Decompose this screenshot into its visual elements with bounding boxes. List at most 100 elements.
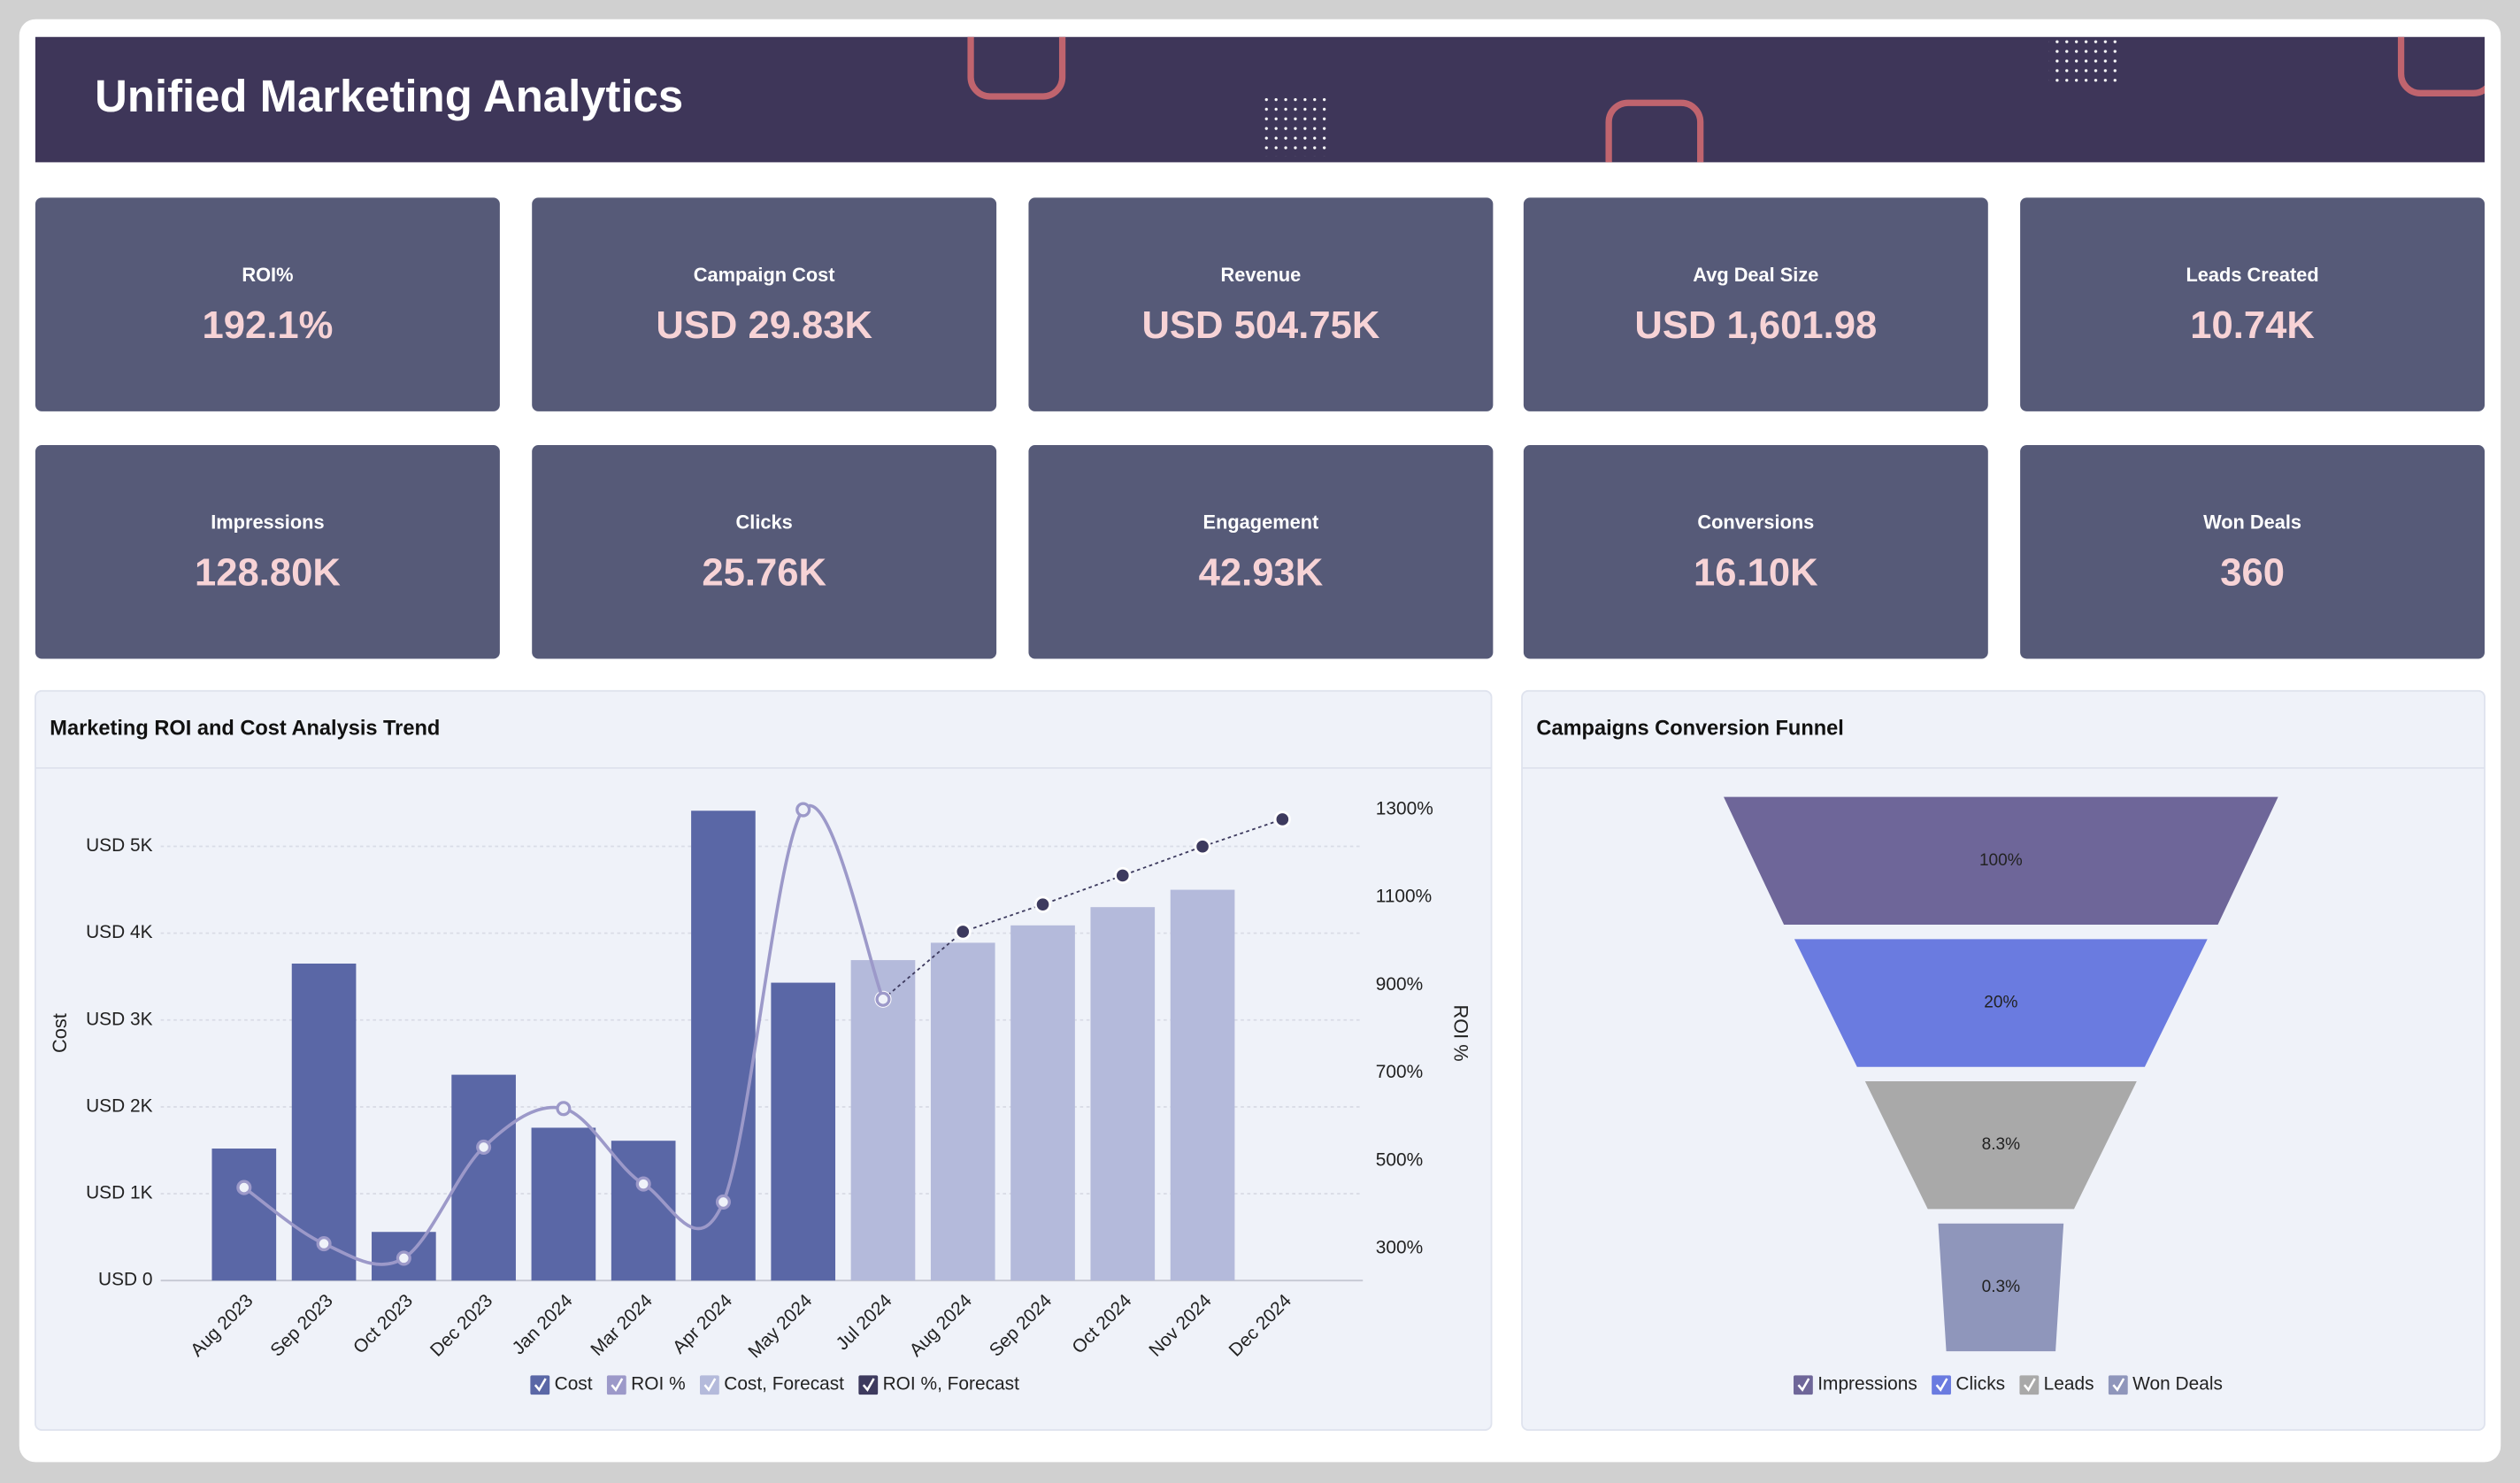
y2-axis-title: ROI % [1449, 1004, 1471, 1061]
point [1114, 866, 1132, 884]
y2-tick-label: 900% [1376, 974, 1423, 995]
legend-label: Cost, Forecast [724, 1374, 844, 1395]
legend-check [2023, 1378, 2036, 1392]
y2-tick-label: 1100% [1376, 887, 1432, 907]
kpi-label: Conversions [1697, 511, 1814, 534]
kpi-label: Campaign Cost [694, 264, 835, 286]
y-tick-label: USD 1K [86, 1183, 152, 1203]
funnel-label: 0.3% [1982, 1278, 2020, 1296]
point [316, 1236, 332, 1252]
legend-swatch [606, 1375, 626, 1395]
point [236, 1179, 252, 1195]
bar [531, 1127, 596, 1281]
point [875, 991, 891, 1007]
legend-label: Cost [555, 1374, 593, 1395]
kpi-value: 192.1% [203, 304, 334, 347]
legend-check [611, 1378, 624, 1392]
legend-swatch [1932, 1375, 1951, 1395]
kpi-label: Engagement [1203, 511, 1319, 534]
kpi-value: USD 29.83K [656, 304, 872, 347]
bar [691, 811, 756, 1281]
bar [930, 942, 995, 1281]
point [476, 1139, 492, 1155]
kpi-value: 128.80K [195, 552, 341, 595]
decor-dots [2048, 36, 2120, 82]
legend-label: ROI % [631, 1374, 685, 1395]
point [715, 1194, 731, 1210]
kpi-card [1028, 197, 1494, 411]
legend-check [703, 1378, 717, 1392]
decor [2397, 36, 2485, 96]
y-axis-title: Cost [49, 1013, 71, 1053]
kpi-value: USD 504.75K [1141, 304, 1379, 347]
chart-title: Marketing ROI and Cost Analysis Trend [50, 718, 440, 741]
kpi-value: 42.93K [1199, 552, 1324, 595]
kpi-label: Won Deals [2203, 511, 2301, 534]
header: Unified Marketing Analytics [35, 36, 2485, 163]
bar [1010, 925, 1075, 1281]
legend-check [2112, 1378, 2125, 1392]
point [556, 1101, 572, 1117]
kpi-value: 16.10K [1694, 552, 1818, 595]
decor-dots [1260, 97, 1330, 157]
bar [1170, 889, 1235, 1281]
legend-check [1797, 1378, 1810, 1392]
point [396, 1250, 411, 1266]
legend-swatch [700, 1375, 719, 1395]
header-title: Unified Marketing Analytics [95, 71, 683, 121]
kpi-label: ROI% [242, 264, 293, 286]
bar [291, 963, 357, 1281]
y-tick-label: USD 4K [86, 922, 152, 942]
kpi-value: 10.74K [2190, 304, 2315, 347]
legend-swatch [1794, 1375, 1813, 1395]
kpi-card [2020, 197, 2485, 411]
kpi-label: Clicks [736, 511, 793, 534]
bar [771, 982, 836, 1281]
kpi-label: Avg Deal Size [1693, 264, 1818, 286]
kpi-label: Revenue [1221, 264, 1302, 286]
kpi-label: Impressions [211, 511, 324, 534]
funnel-label: 100% [1979, 851, 2023, 870]
chart-title: Campaigns Conversion Funnel [1536, 718, 1843, 741]
line [882, 818, 1283, 1000]
point [954, 923, 972, 941]
kpi-value: 25.76K [702, 552, 826, 595]
kpi-card [532, 197, 997, 411]
decor [967, 36, 1066, 100]
funnel-segment [1794, 939, 2208, 1067]
legend-label: Impressions [1817, 1374, 1917, 1395]
decor [1605, 99, 1704, 163]
y-tick-label: USD 3K [86, 1009, 152, 1029]
y-tick-label: USD 2K [86, 1095, 152, 1116]
point [1273, 811, 1291, 828]
legend-check [1935, 1378, 1948, 1392]
bar [850, 960, 916, 1281]
legend-check [862, 1378, 875, 1392]
legend-label: Clicks [1955, 1374, 2005, 1395]
kpi-card [1523, 444, 1988, 659]
legend-label: Leads [2044, 1374, 2094, 1395]
bar [211, 1149, 277, 1281]
legend-check [534, 1378, 547, 1392]
funnel-segment [1864, 1081, 2137, 1210]
point [1033, 895, 1052, 913]
legend-label: ROI %, Forecast [883, 1374, 1020, 1395]
funnel-label: 8.3% [1982, 1135, 2020, 1154]
legend-swatch [530, 1375, 550, 1395]
y2-tick-label: 700% [1376, 1062, 1423, 1082]
legend-label: Won Deals [2132, 1374, 2223, 1395]
point [795, 802, 811, 818]
y2-tick-label: 300% [1376, 1238, 1423, 1258]
bar [1090, 907, 1156, 1281]
point [635, 1176, 651, 1192]
kpi-label: Leads Created [2186, 264, 2319, 286]
legend-swatch [2108, 1375, 2128, 1395]
kpi-card [532, 444, 997, 659]
kpi-value: USD 1,601.98 [1634, 304, 1877, 347]
legend-swatch [858, 1375, 879, 1395]
kpi-card [2020, 444, 2485, 659]
y2-tick-label: 1300% [1376, 799, 1433, 819]
funnel-segment [1724, 796, 2278, 926]
